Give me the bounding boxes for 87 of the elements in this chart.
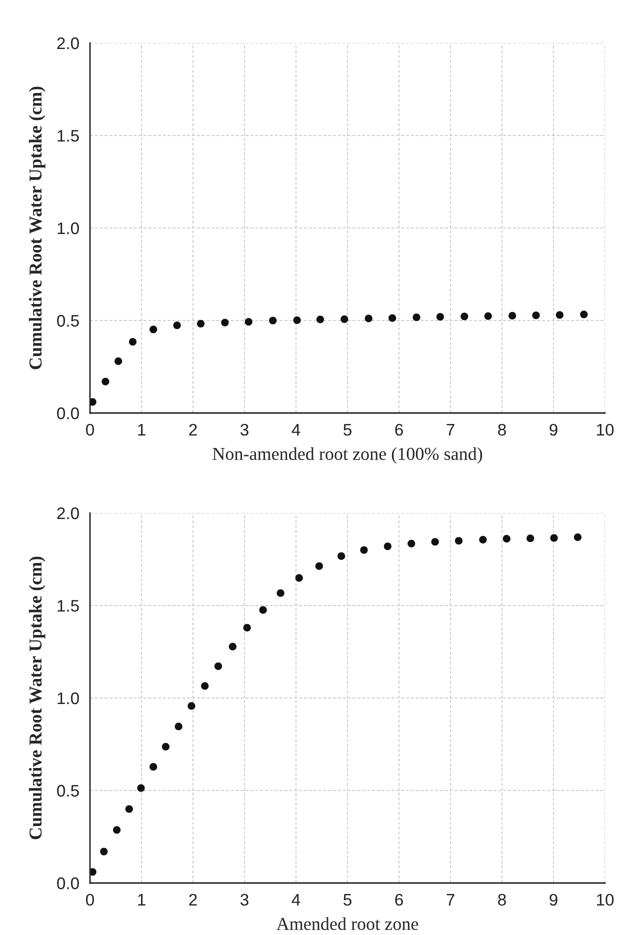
x-tick-label: 7 (446, 894, 454, 906)
x-tick-label: 5 (344, 424, 352, 436)
point (90, 398, 96, 406)
point (244, 318, 252, 326)
point (436, 312, 444, 321)
point (412, 314, 420, 322)
y-tick-label: 0.5 (57, 314, 79, 327)
point (532, 312, 540, 320)
point (221, 318, 229, 326)
point (114, 357, 122, 366)
point (340, 315, 348, 324)
point (90, 868, 96, 876)
point (338, 552, 346, 560)
x-tick-label: 5 (344, 894, 352, 906)
point (384, 542, 392, 550)
x-tick-label: 7 (446, 424, 454, 436)
x-tick-label: 1 (138, 424, 146, 436)
point (188, 702, 196, 710)
x-tick-label: 3 (240, 894, 248, 906)
point (502, 534, 510, 543)
point (454, 536, 463, 545)
y-tick-label: 2.0 (57, 507, 79, 520)
point (128, 338, 137, 346)
point (162, 742, 170, 750)
point (196, 320, 205, 328)
y-tick-label: 1.0 (58, 222, 79, 234)
x-tick-label: 4 (292, 424, 300, 436)
point (201, 682, 209, 690)
point (137, 784, 145, 792)
point (293, 316, 301, 324)
point (574, 533, 582, 542)
point (556, 311, 564, 319)
point (173, 322, 181, 330)
point (269, 316, 277, 324)
y-tick-label: 1.0 (58, 692, 79, 704)
point (484, 312, 492, 320)
x-tick-label: 1 (138, 894, 146, 906)
y-tick-label: 1.5 (58, 600, 79, 612)
point (112, 826, 121, 834)
x-tick-label: 8 (498, 424, 506, 436)
x-tick-label: 6 (395, 424, 403, 436)
y-tick-label: 0.0 (57, 407, 79, 420)
point (100, 848, 108, 856)
point (315, 562, 323, 570)
point (276, 589, 284, 597)
x-axis-title: Non-amended root zone (100% sand) (212, 447, 482, 464)
y-tick-label: 0.5 (57, 784, 79, 797)
point (295, 574, 303, 582)
x-tick-label: 4 (292, 894, 300, 906)
point (259, 606, 267, 614)
y-axis-title: Cumulative Root Water Uptake (cm) (28, 86, 46, 370)
x-axis-title: Amended root zone (276, 917, 418, 930)
x-tick-label: 10 (597, 894, 614, 906)
y-tick-label: 1.5 (58, 130, 79, 142)
point (388, 314, 396, 322)
point (228, 642, 236, 650)
x-tick-label: 8 (498, 894, 506, 906)
point (102, 378, 110, 386)
point (408, 540, 416, 548)
y-axis-title: Cumulative Root Water Uptake (cm) (28, 556, 46, 840)
point (243, 624, 251, 632)
x-tick-label: 9 (550, 424, 558, 436)
point (460, 312, 468, 320)
point (580, 310, 588, 318)
point (431, 538, 439, 546)
point (150, 326, 158, 334)
point (526, 534, 534, 542)
y-tick-label: 2.0 (57, 37, 79, 50)
x-tick-label: 0 (86, 894, 94, 906)
point (316, 316, 324, 324)
x-tick-label: 2 (189, 424, 197, 436)
point (214, 662, 222, 670)
x-tick-label: 6 (395, 894, 403, 906)
point (479, 536, 487, 544)
point (125, 805, 133, 813)
x-tick-label: 9 (550, 894, 558, 906)
point (364, 314, 372, 322)
point (150, 763, 158, 771)
x-tick-label: 2 (189, 894, 197, 906)
x-tick-label: 0 (86, 424, 94, 436)
y-tick-label: 0.0 (57, 877, 79, 890)
point (550, 534, 558, 542)
x-tick-label: 3 (240, 424, 248, 436)
x-tick-label: 10 (597, 424, 614, 436)
point (360, 546, 368, 554)
point (174, 722, 182, 730)
point (508, 312, 516, 320)
